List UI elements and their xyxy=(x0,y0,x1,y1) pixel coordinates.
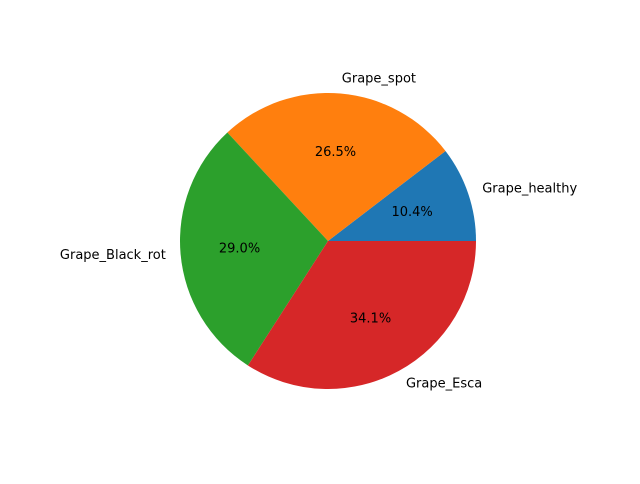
slice-label-grape-black-rot: Grape_Black_rot xyxy=(60,248,166,263)
slice-label-grape-healthy: Grape_healthy xyxy=(482,181,577,196)
pie-slice-grape-healthy xyxy=(328,151,476,241)
pie-slice-grape-spot xyxy=(227,93,446,241)
slice-percent-grape-healthy: 10.4% xyxy=(391,205,432,220)
pie-slice-grape-esca xyxy=(247,241,476,390)
slice-label-grape-esca: Grape_Esca xyxy=(406,376,482,391)
slice-percent-grape-black-rot: 29.0% xyxy=(219,241,260,256)
slice-label-grape-spot: Grape_spot xyxy=(342,71,416,86)
pie-slice-grape-black-rot xyxy=(180,132,328,366)
slice-percent-grape-spot: 26.5% xyxy=(315,145,356,160)
slice-percent-grape-esca: 34.1% xyxy=(350,311,391,326)
